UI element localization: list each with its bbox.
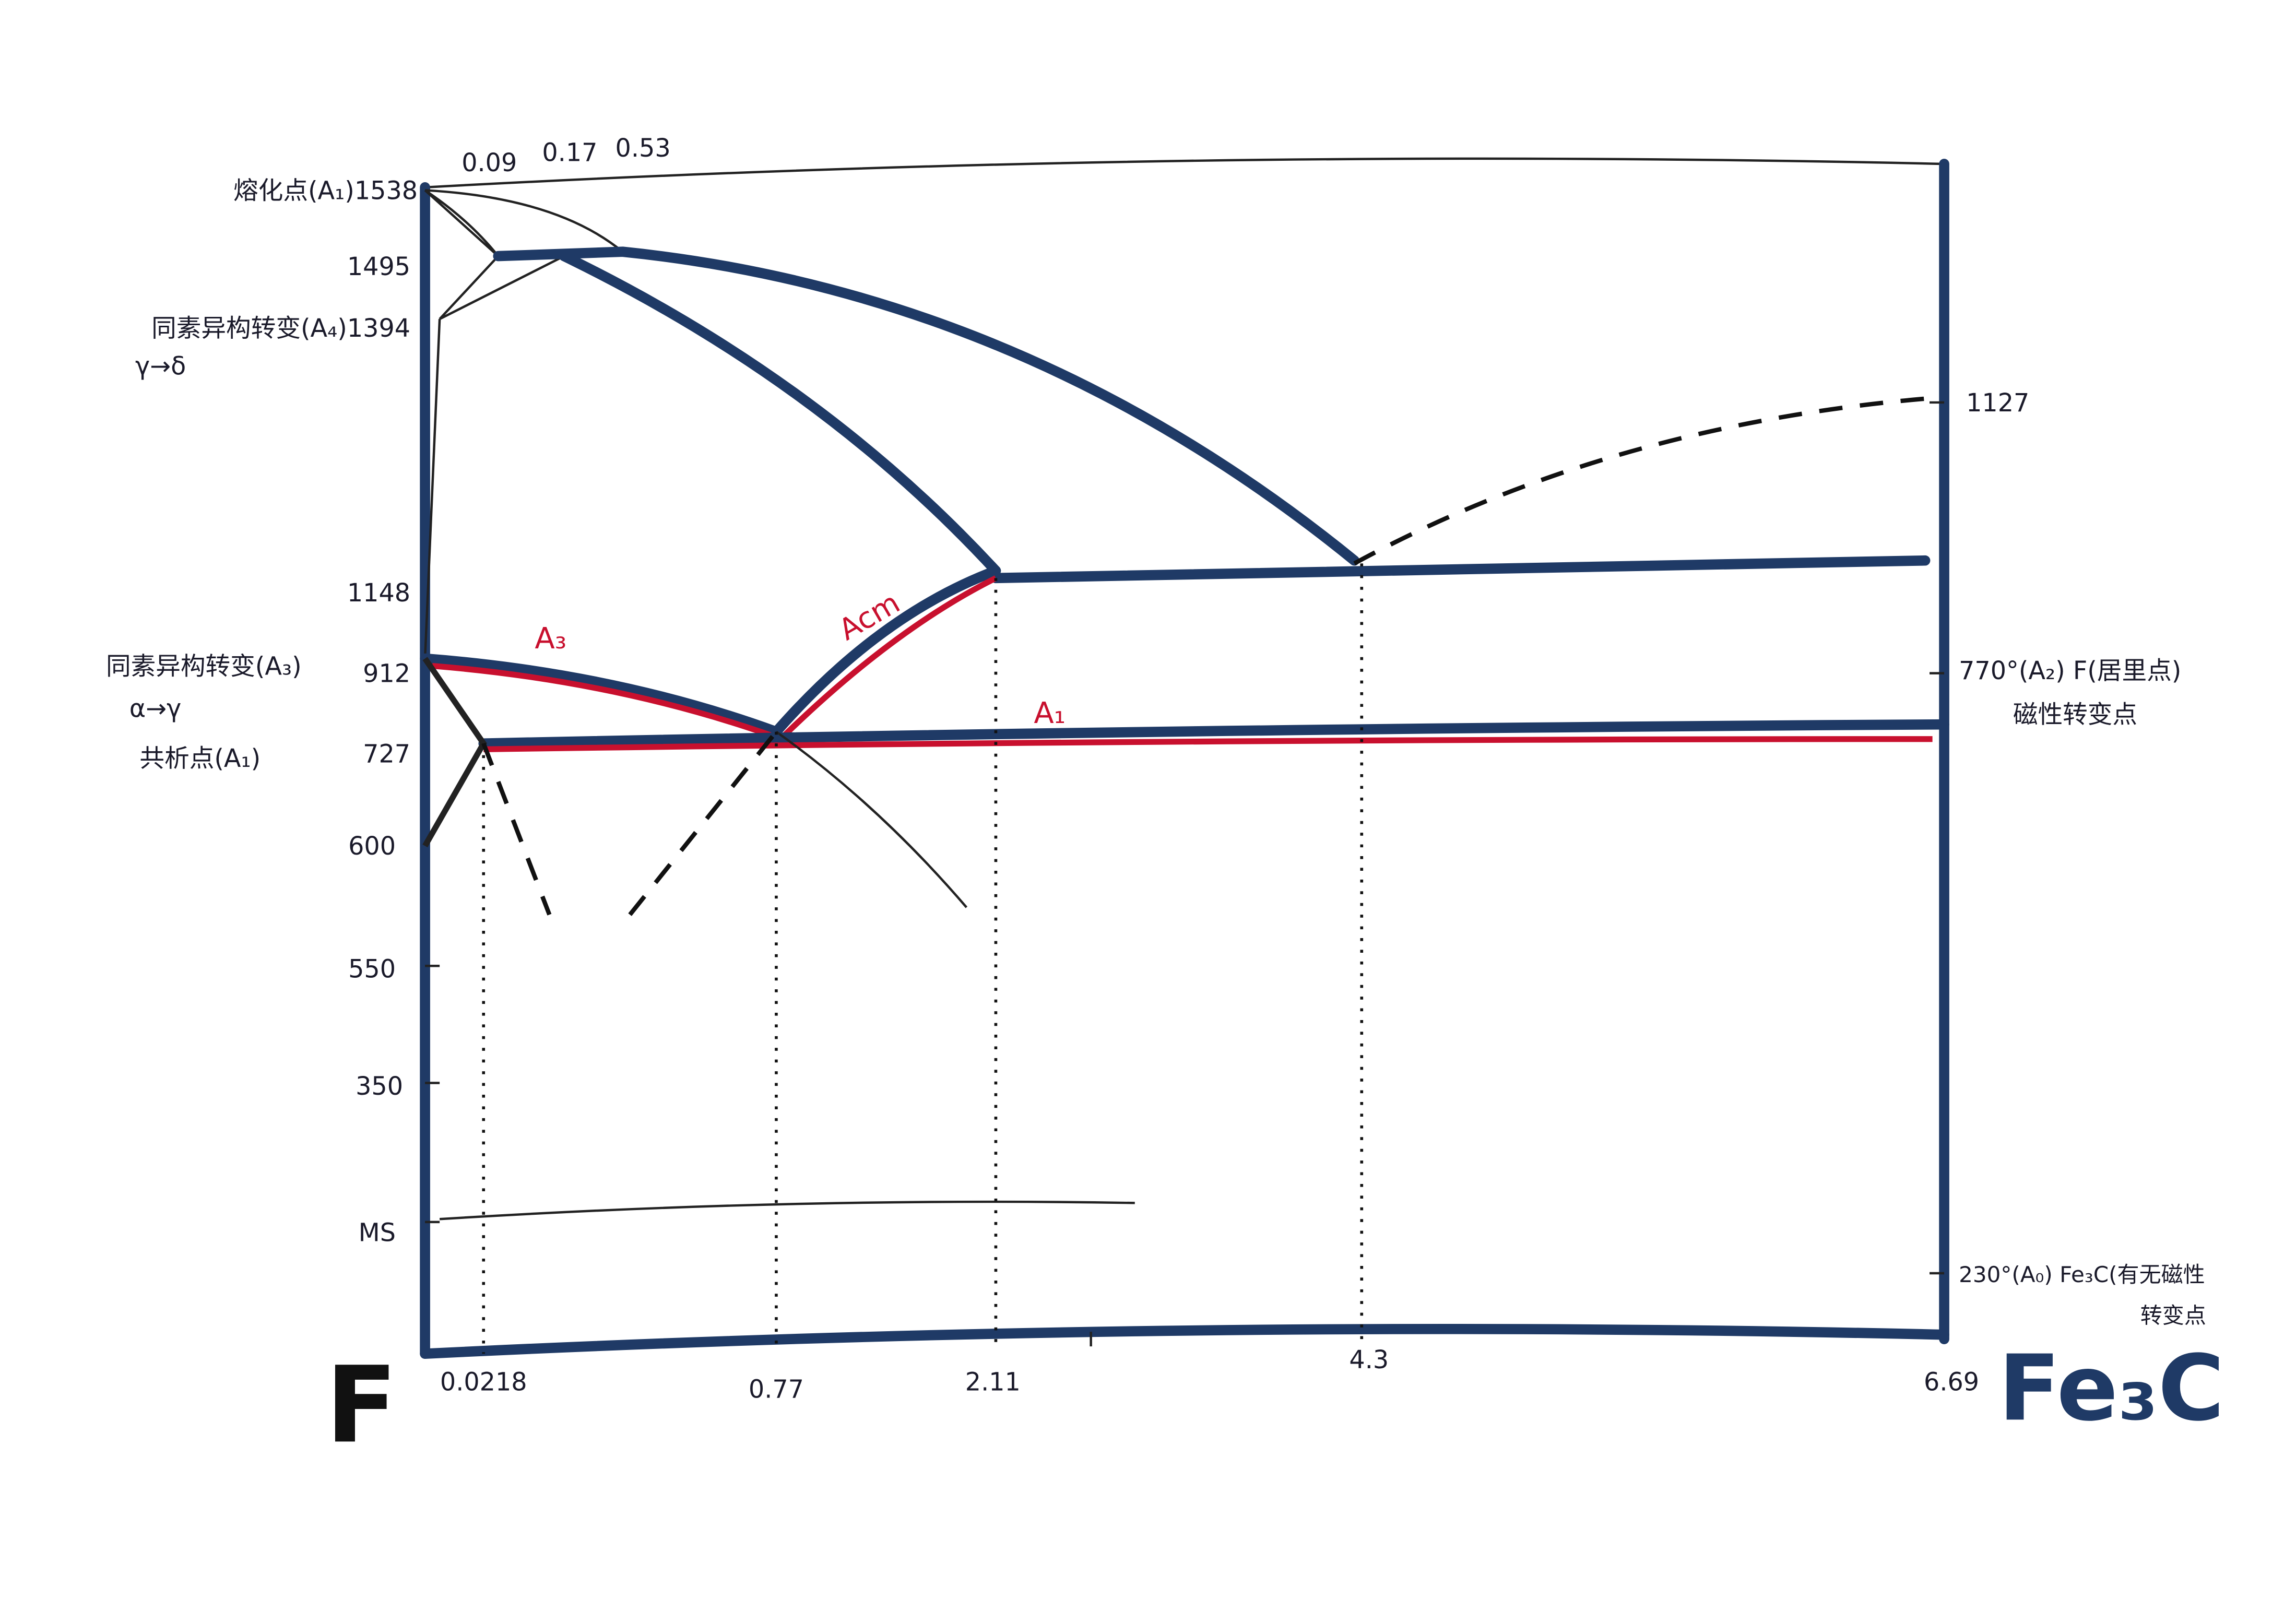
graphite-line: [1353, 396, 1933, 566]
left-label: 550: [348, 955, 396, 984]
bottom-axis: [420, 1324, 1949, 1359]
right-label: 转变点: [2140, 1302, 2206, 1328]
left-label: 912: [363, 659, 410, 688]
dashed-lines: [481, 730, 778, 916]
eutectic-line: [990, 555, 1931, 584]
bottom-label: 2.11: [965, 1368, 1021, 1396]
top-label: 0.17: [542, 138, 597, 167]
left-label: 共析点(A₁): [139, 744, 261, 773]
left-label: 熔化点(A₁)1538: [233, 176, 418, 205]
top-label: 0.09: [461, 149, 517, 177]
se-line: [771, 565, 1001, 737]
a1-red: [483, 736, 1933, 752]
gs-line: [420, 653, 782, 737]
left-label: MS: [359, 1218, 396, 1247]
ng-line: [423, 319, 441, 659]
top-label: 0.53: [616, 134, 671, 163]
left-label: 727: [363, 740, 410, 769]
solidus: [559, 251, 1001, 576]
eutectoid-line: [478, 719, 1949, 749]
bottom-label: 4.3: [1349, 1346, 1389, 1375]
thin-curve: [775, 730, 968, 908]
liquidus: [493, 246, 1360, 566]
top-line: [424, 157, 1945, 189]
right-label: 230°(A₀) Fe₃C(有无磁性: [1959, 1262, 2205, 1287]
axis-name: Fe₃C: [1998, 1335, 2224, 1441]
curve-label: A₃: [535, 622, 566, 656]
left-label: 1495: [347, 253, 410, 281]
bottom-label: 0.0218: [440, 1368, 527, 1396]
left-label: γ→δ: [135, 352, 186, 381]
curve-label: A₁: [1034, 696, 1066, 730]
right-label: 磁性转变点: [2013, 701, 2137, 729]
left-label: 600: [348, 832, 396, 861]
right-label: 770°(A₂) F(居里点): [1959, 657, 2181, 685]
ms-line: [440, 1200, 1135, 1221]
left-label: 同素异构转变(A₄)1394: [151, 314, 410, 343]
dotted-verticals: [482, 563, 1364, 1354]
acm-red: [782, 575, 997, 739]
bottom-label: 6.69: [1924, 1368, 1979, 1396]
left-label: 350: [356, 1072, 403, 1101]
line-a-053: [424, 189, 623, 253]
right-label: 1127: [1966, 389, 2029, 418]
a3-red: [432, 662, 775, 739]
left-label: 同素异构转变(A₃): [106, 652, 302, 681]
left-label: α→γ: [129, 695, 182, 724]
axis-name: F: [325, 1344, 397, 1466]
ticks: [425, 401, 1945, 1347]
bottom-label: 0.77: [749, 1375, 804, 1404]
left-label: 1148: [347, 579, 410, 608]
